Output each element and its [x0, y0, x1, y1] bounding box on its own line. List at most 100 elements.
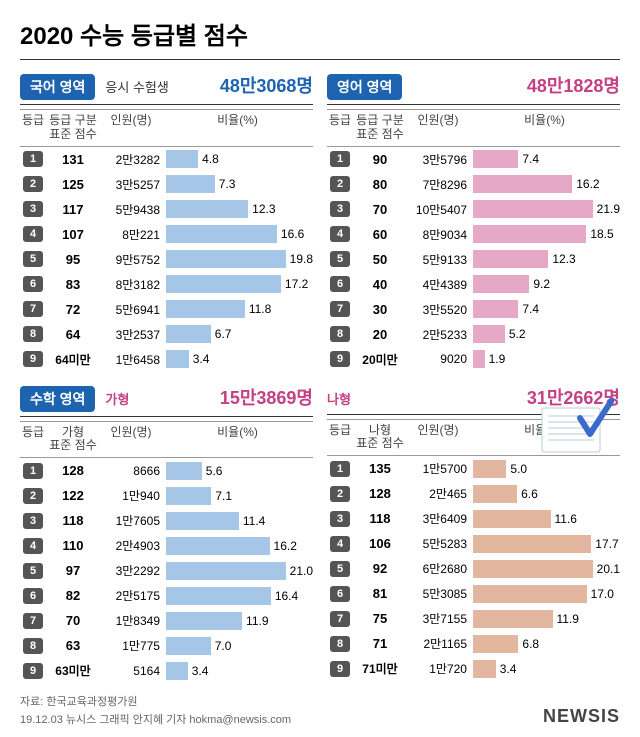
- grade-badge: 5: [23, 251, 43, 267]
- std-score: 70: [353, 202, 407, 217]
- table-row: 112886665.6: [20, 458, 313, 483]
- grade-badge: 3: [23, 513, 43, 529]
- ratio-bar-cell: 1.9: [469, 350, 620, 368]
- ratio-bar: [473, 250, 548, 268]
- ratio-bar-cell: 11.6: [469, 510, 620, 528]
- ratio-bar-cell: 7.4: [469, 150, 620, 168]
- ratio-bar-cell: 16.2: [162, 537, 313, 555]
- ratio-bar: [473, 660, 496, 678]
- std-score: 117: [46, 202, 100, 217]
- ratio-label: 21.0: [290, 564, 313, 578]
- table-row: 964미만1만64583.4: [20, 347, 313, 372]
- ratio-bar-cell: 17.0: [469, 585, 620, 603]
- count-value: 1만5700: [407, 460, 469, 477]
- count-value: 5만5283: [407, 535, 469, 552]
- infographic-container: 2020 수능 등급별 점수 국어 영역응시 수험생48만3068명등급등급 구…: [0, 0, 640, 737]
- col-header: 가형 표준 점수: [46, 426, 100, 454]
- ratio-bar-cell: 17.7: [469, 535, 620, 553]
- table-row: 8202만52335.2: [327, 322, 620, 347]
- ratio-label: 20.1: [597, 562, 620, 576]
- grade-badge: 1: [330, 461, 350, 477]
- grade-badge: 6: [330, 586, 350, 602]
- section-total: 48만1828명: [527, 72, 620, 98]
- section-header: 국어 영역 응시 수험생 48만3068명: [20, 72, 313, 105]
- std-score: 128: [353, 486, 407, 501]
- count-value: 5만9133: [407, 251, 469, 268]
- std-score: 64: [46, 327, 100, 342]
- ratio-bar: [166, 200, 248, 218]
- count-value: 2만5233: [407, 326, 469, 343]
- ratio-bar: [473, 225, 586, 243]
- ratio-label: 17.7: [595, 537, 618, 551]
- grade-badge: 6: [330, 276, 350, 292]
- col-header: 비율(%): [469, 114, 620, 142]
- count-value: 5만9438: [100, 201, 162, 218]
- ratio-label: 5.2: [509, 327, 526, 341]
- count-value: 3만2292: [100, 562, 162, 579]
- count-value: 4만4389: [407, 276, 469, 293]
- section-sublabel: 나형: [327, 389, 351, 408]
- ratio-bar: [473, 510, 551, 528]
- count-value: 7만8296: [407, 176, 469, 193]
- grade-badge: 2: [23, 488, 43, 504]
- ratio-label: 6.7: [215, 327, 232, 341]
- grade-badge: 4: [23, 538, 43, 554]
- grade-badge: 4: [330, 536, 350, 552]
- table-row: 7725만694111.8: [20, 297, 313, 322]
- ratio-bar-cell: 3.4: [162, 350, 313, 368]
- grade-badge: 8: [23, 638, 43, 654]
- count-value: 6만2680: [407, 560, 469, 577]
- grade-badge: 9: [330, 661, 350, 677]
- grade-badge: 5: [330, 251, 350, 267]
- col-header: 나형 표준 점수: [353, 424, 407, 452]
- grade-badge: 9: [330, 351, 350, 367]
- grade-badge: 2: [330, 486, 350, 502]
- count-value: 1만775: [100, 637, 162, 654]
- col-header: 등급: [327, 114, 353, 142]
- ratio-label: 9.2: [533, 277, 550, 291]
- section-math_ga: 수학 영역가형15만3869명등급가형 표준 점수인원(명)비율(%)11288…: [20, 384, 313, 684]
- ratio-label: 7.4: [522, 152, 539, 166]
- section-english: 영어 영역48만1828명등급등급 구분 표준 점수인원(명)비율(%)1903…: [327, 72, 620, 372]
- ratio-bar-cell: 16.6: [162, 225, 313, 243]
- grade-badge: 4: [330, 226, 350, 242]
- ratio-label: 7.1: [215, 489, 232, 503]
- ratio-bar: [473, 300, 518, 318]
- count-value: 8666: [100, 464, 162, 478]
- ratio-bar-cell: 7.4: [469, 300, 620, 318]
- table-row: 21282만4656.6: [327, 481, 620, 506]
- grade-badge: 1: [330, 151, 350, 167]
- section-chip: 국어 영역: [20, 74, 95, 100]
- newsis-logo: NEWSIS: [543, 706, 620, 727]
- section-total: 48만3068명: [220, 72, 313, 98]
- section-korean: 국어 영역응시 수험생48만3068명등급등급 구분 표준 점수인원(명)비율(…: [20, 72, 313, 372]
- ratio-label: 5.0: [510, 462, 527, 476]
- ratio-bar-cell: 16.4: [162, 587, 313, 605]
- ratio-bar: [166, 325, 211, 343]
- std-score: 30: [353, 302, 407, 317]
- table-row: 6838만318217.2: [20, 272, 313, 297]
- count-value: 3만2537: [100, 326, 162, 343]
- page-title: 2020 수능 등급별 점수: [20, 16, 620, 60]
- table-row: 31181만760511.4: [20, 508, 313, 533]
- std-score: 20: [353, 327, 407, 342]
- table-row: 7701만834911.9: [20, 608, 313, 633]
- section-sublabel: 응시 수험생: [105, 77, 168, 96]
- ratio-bar-cell: 4.8: [162, 150, 313, 168]
- std-score: 75: [353, 611, 407, 626]
- ratio-label: 11.4: [243, 514, 265, 528]
- std-score: 95: [46, 252, 100, 267]
- ratio-bar: [166, 350, 189, 368]
- std-score: 63: [46, 638, 100, 653]
- ratio-label: 19.8: [290, 252, 313, 266]
- count-value: 8만221: [100, 226, 162, 243]
- table-row: 6404만43899.2: [327, 272, 620, 297]
- table-row: 8643만25376.7: [20, 322, 313, 347]
- ratio-bar-cell: 7.0: [162, 637, 313, 655]
- ratio-label: 17.0: [591, 587, 614, 601]
- ratio-bar-cell: 5.6: [162, 462, 313, 480]
- std-score: 90: [353, 152, 407, 167]
- section-math_na: 나형31만2662명등급나형 표준 점수인원(명)비율(%)11351만5700…: [327, 384, 620, 684]
- std-score: 20미만: [353, 351, 407, 368]
- grade-badge: 3: [330, 511, 350, 527]
